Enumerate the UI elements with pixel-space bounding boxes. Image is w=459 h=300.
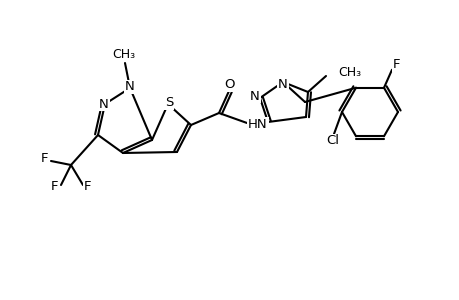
- Text: N: N: [125, 80, 134, 94]
- Text: F: F: [51, 181, 59, 194]
- Text: F: F: [392, 58, 400, 71]
- Text: N: N: [250, 89, 259, 103]
- Text: N: N: [99, 98, 109, 110]
- Text: N: N: [278, 79, 287, 92]
- Text: CH₃: CH₃: [112, 49, 135, 62]
- Text: O: O: [224, 79, 235, 92]
- Text: CH₃: CH₃: [337, 67, 360, 80]
- Text: S: S: [164, 97, 173, 110]
- Text: HN: HN: [247, 118, 267, 130]
- Text: F: F: [41, 152, 49, 166]
- Text: F: F: [84, 181, 91, 194]
- Text: Cl: Cl: [326, 134, 339, 148]
